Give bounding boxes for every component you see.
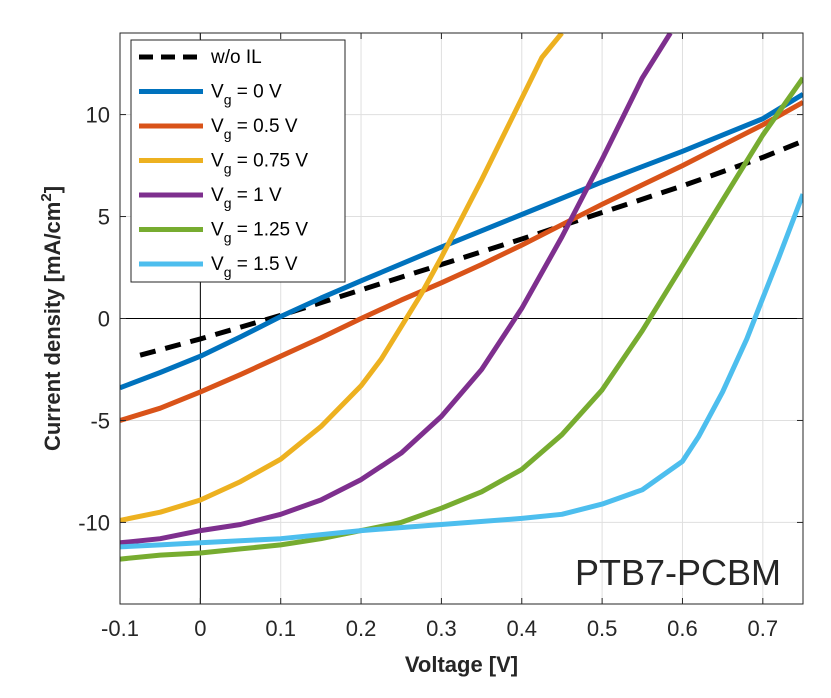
- y-tick-label: 10: [86, 103, 110, 128]
- legend-label-subscript: g: [224, 161, 232, 177]
- series-line-2: [120, 100, 803, 423]
- legend-label-main: V: [211, 82, 224, 103]
- y-tick-label: -10: [78, 510, 110, 535]
- legend-label-subscript: g: [224, 195, 232, 211]
- legend-label: Vg = 0 V: [211, 82, 282, 108]
- y-axis-title-superscript: 2: [38, 193, 55, 201]
- x-tick-label: 0.6: [667, 616, 698, 641]
- legend-label-main: V: [211, 220, 224, 241]
- legend-label-main: V: [211, 151, 224, 172]
- legend-label-tail: = 0 V: [231, 82, 281, 103]
- legend-label-tail: = 0.5 V: [231, 116, 297, 137]
- legend-label: Vg = 1 V: [211, 185, 282, 211]
- x-tick-label: 0.1: [265, 616, 296, 641]
- legend-label-main: V: [211, 185, 224, 206]
- legend-label: Vg = 1.25 V: [211, 220, 308, 246]
- x-axis-title: Voltage [V]: [405, 652, 518, 677]
- legend-label-tail: = 1.25 V: [231, 220, 308, 241]
- legend-label-subscript: g: [224, 264, 232, 280]
- legend-label-main: w/o IL: [210, 47, 262, 68]
- legend-label-subscript: g: [224, 126, 232, 142]
- y-axis-title: Current density [mA/cm2]: [38, 186, 65, 451]
- legend-label: Vg = 1.5 V: [211, 254, 298, 280]
- series-layer: [120, 33, 803, 562]
- legend-label-tail: = 0.75 V: [231, 151, 308, 172]
- y-tick-label: 5: [98, 205, 110, 230]
- y-axis-title-main: Current density [mA/cm: [40, 202, 65, 451]
- y-tick-label: 0: [98, 307, 110, 332]
- x-tick-label: 0: [194, 616, 206, 641]
- x-tick-label: -0.1: [101, 616, 139, 641]
- series-line-0: [139, 138, 803, 358]
- x-tick-label: 0.5: [587, 616, 618, 641]
- y-tick-label: -5: [90, 408, 110, 433]
- legend-label: w/o IL: [210, 47, 262, 68]
- x-axis-ticks: -0.1 0 0.1 0.2 0.3 0.4 0.5 0.6 0.7: [101, 33, 778, 641]
- legend-label: Vg = 0.75 V: [211, 151, 308, 177]
- x-tick-label: 0.3: [426, 616, 457, 641]
- x-tick-label: 0.2: [346, 616, 377, 641]
- legend-label: Vg = 0.5 V: [211, 116, 298, 142]
- legend-label-main: V: [211, 116, 224, 137]
- series-line-1: [120, 92, 803, 391]
- y-axis-title-end: ]: [40, 186, 65, 193]
- legend-label-main: V: [211, 254, 224, 275]
- legend-label-subscript: g: [224, 230, 232, 246]
- series-line-3: [120, 33, 564, 523]
- x-tick-label: 0.7: [748, 616, 779, 641]
- legend-label-tail: = 1 V: [231, 185, 281, 206]
- chart-annotation: PTB7-PCBM: [575, 552, 781, 593]
- series-line-5: [120, 76, 803, 562]
- series-line-4: [120, 33, 673, 546]
- legend-label-tail: = 1.5 V: [231, 254, 297, 275]
- series-line-6: [120, 193, 803, 550]
- x-tick-label: 0.4: [506, 616, 537, 641]
- y-axis-ticks: -10 -5 0 5 10: [78, 103, 803, 535]
- legend-label-subscript: g: [224, 92, 232, 108]
